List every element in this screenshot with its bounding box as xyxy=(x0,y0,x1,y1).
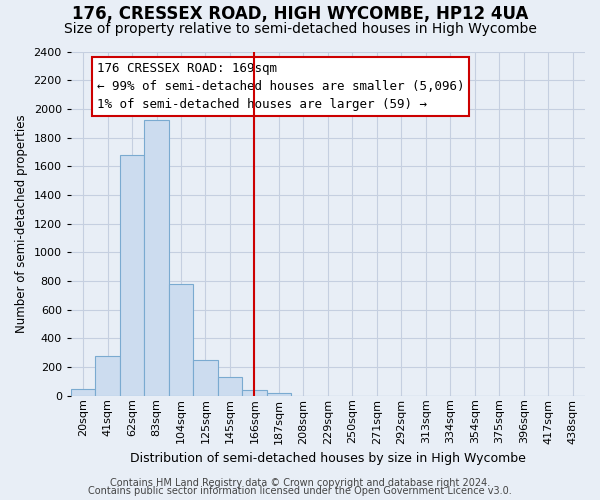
Bar xyxy=(144,120,169,396)
Text: Contains HM Land Registry data © Crown copyright and database right 2024.: Contains HM Land Registry data © Crown c… xyxy=(110,478,490,488)
Bar xyxy=(120,155,144,396)
X-axis label: Distribution of semi-detached houses by size in High Wycombe: Distribution of semi-detached houses by … xyxy=(130,452,526,465)
Text: Size of property relative to semi-detached houses in High Wycombe: Size of property relative to semi-detach… xyxy=(64,22,536,36)
Y-axis label: Number of semi-detached properties: Number of semi-detached properties xyxy=(15,114,28,333)
Text: 176, CRESSEX ROAD, HIGH WYCOMBE, HP12 4UA: 176, CRESSEX ROAD, HIGH WYCOMBE, HP12 4U… xyxy=(72,5,528,23)
Text: 176 CRESSEX ROAD: 169sqm
← 99% of semi-detached houses are smaller (5,096)
1% of: 176 CRESSEX ROAD: 169sqm ← 99% of semi-d… xyxy=(97,62,464,111)
Bar xyxy=(267,393,291,396)
Bar xyxy=(193,360,218,396)
Bar xyxy=(71,388,95,396)
Bar xyxy=(242,390,267,396)
Bar xyxy=(218,377,242,396)
Bar xyxy=(169,284,193,396)
Text: Contains public sector information licensed under the Open Government Licence v3: Contains public sector information licen… xyxy=(88,486,512,496)
Bar xyxy=(95,356,120,396)
